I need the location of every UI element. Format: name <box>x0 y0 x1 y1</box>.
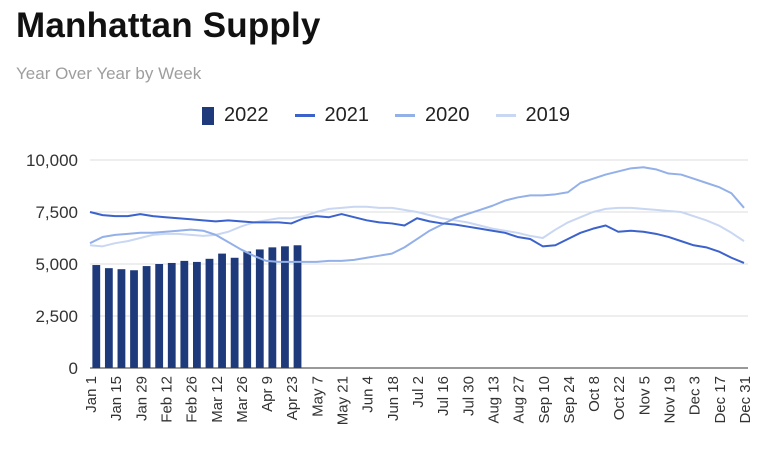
y-tick-label: 0 <box>69 359 78 378</box>
legend-item-2019[interactable]: 2019 <box>495 104 571 127</box>
bar-2022 <box>167 262 176 368</box>
x-tick-label: Jun 4 <box>360 376 377 413</box>
line-2021 <box>89 211 745 264</box>
y-tick-label: 2,500 <box>35 307 78 326</box>
bar-2022 <box>142 266 151 368</box>
x-tick-label: Jan 29 <box>133 376 150 421</box>
x-tick-label: Jun 18 <box>385 376 402 421</box>
x-tick-label: Dec 3 <box>687 376 704 415</box>
y-tick-label: 5,000 <box>35 255 78 274</box>
legend-swatch-2022 <box>202 106 214 125</box>
x-tick-label: Jan 15 <box>108 376 125 421</box>
x-tick-label: Sep 10 <box>536 376 553 424</box>
bar-2022 <box>268 247 277 368</box>
chart-title: Manhattan Supply <box>16 6 321 45</box>
x-tick-label: Mar 26 <box>234 376 251 423</box>
x-tick-label: Dec 31 <box>737 376 754 424</box>
bar-2022 <box>155 264 164 368</box>
bar-2022 <box>255 249 264 368</box>
x-tick-label: Jul 16 <box>435 376 452 416</box>
x-tick-label: Jul 30 <box>460 376 477 416</box>
line-2020 <box>89 166 745 263</box>
legend-label-2019: 2019 <box>525 104 571 126</box>
x-tick-label: Feb 12 <box>158 376 175 423</box>
x-tick-label: Apr 23 <box>284 376 301 420</box>
y-tick-label: 10,000 <box>26 151 78 170</box>
bar-2022 <box>293 245 302 368</box>
x-tick-label: Jan 1 <box>83 376 100 413</box>
bar-2022 <box>117 269 126 368</box>
legend-item-2021[interactable]: 2021 <box>294 104 370 127</box>
x-tick-label: Nov 19 <box>662 376 679 424</box>
x-tick-label: Jul 2 <box>410 376 427 408</box>
x-tick-label: Oct 22 <box>611 376 628 420</box>
bar-2022 <box>180 260 189 368</box>
chart-subtitle: Year Over Year by Week <box>16 64 202 83</box>
x-tick-label: Oct 8 <box>586 376 603 412</box>
y-tick-label: 7,500 <box>35 203 78 222</box>
legend-swatch-2019 <box>495 114 516 117</box>
bar-2022 <box>92 265 101 368</box>
bar-2022 <box>205 258 214 368</box>
line-2019 <box>89 205 745 248</box>
bar-2022 <box>243 251 252 368</box>
legend-label-2020: 2020 <box>425 104 470 126</box>
legend: 2022 2021 2020 2019 <box>0 104 772 127</box>
bar-2022 <box>104 268 113 368</box>
x-tick-label: Mar 12 <box>209 376 226 423</box>
x-tick-label: May 7 <box>309 376 326 417</box>
x-tick-label: Apr 9 <box>259 376 276 412</box>
legend-swatch-2020 <box>395 114 415 117</box>
bar-2022 <box>193 261 201 368</box>
bar-2022 <box>230 257 239 368</box>
x-tick-label: Sep 24 <box>561 376 578 424</box>
legend-item-2020[interactable]: 2020 <box>395 104 470 127</box>
bar-2022 <box>281 246 289 368</box>
bar-2022 <box>130 270 138 368</box>
x-tick-label: Dec 17 <box>712 376 729 424</box>
bar-2022 <box>218 253 226 368</box>
x-tick-label: May 21 <box>335 376 352 425</box>
x-tick-label: Aug 13 <box>485 376 502 424</box>
legend-swatch-2021 <box>294 114 315 117</box>
legend-item-2022[interactable]: 2022 <box>202 104 269 127</box>
x-tick-label: Nov 5 <box>636 376 653 415</box>
legend-label-2022: 2022 <box>224 104 269 126</box>
x-tick-label: Feb 26 <box>184 376 201 423</box>
legend-label-2021: 2021 <box>324 104 370 126</box>
x-tick-label: Aug 27 <box>511 376 528 424</box>
